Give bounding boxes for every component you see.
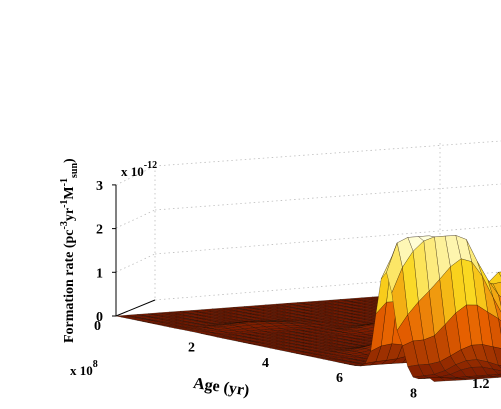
x-tick-label: 2	[188, 340, 195, 355]
z-multiplier: x 10-12	[121, 160, 157, 179]
x-axis-label: Age (yr)	[192, 375, 250, 400]
y-tick-label: 1.2	[472, 377, 490, 392]
x-tick-label: 0	[94, 319, 101, 334]
surface-mesh	[115, 235, 501, 382]
x-tick-label: 4	[262, 356, 269, 371]
z-tick-label: 3	[96, 179, 103, 194]
z-tick-label: 0	[96, 310, 103, 325]
z-tick-label: 2	[96, 223, 103, 238]
z-tick-labels: 0 1 2 3	[96, 179, 116, 325]
x-tick-label: 8	[410, 387, 417, 402]
x-multiplier: x 108	[70, 359, 98, 378]
x-tick-labels: 0 2 4 6 8	[94, 319, 417, 402]
y-axis-front-line	[115, 299, 156, 317]
surface-patch	[428, 377, 446, 382]
z-axis-label: Formation rate (pc-3yr-1M-1sun)	[59, 158, 80, 343]
z-tick-label: 1	[96, 266, 103, 281]
x-tick-label: 6	[336, 371, 343, 386]
